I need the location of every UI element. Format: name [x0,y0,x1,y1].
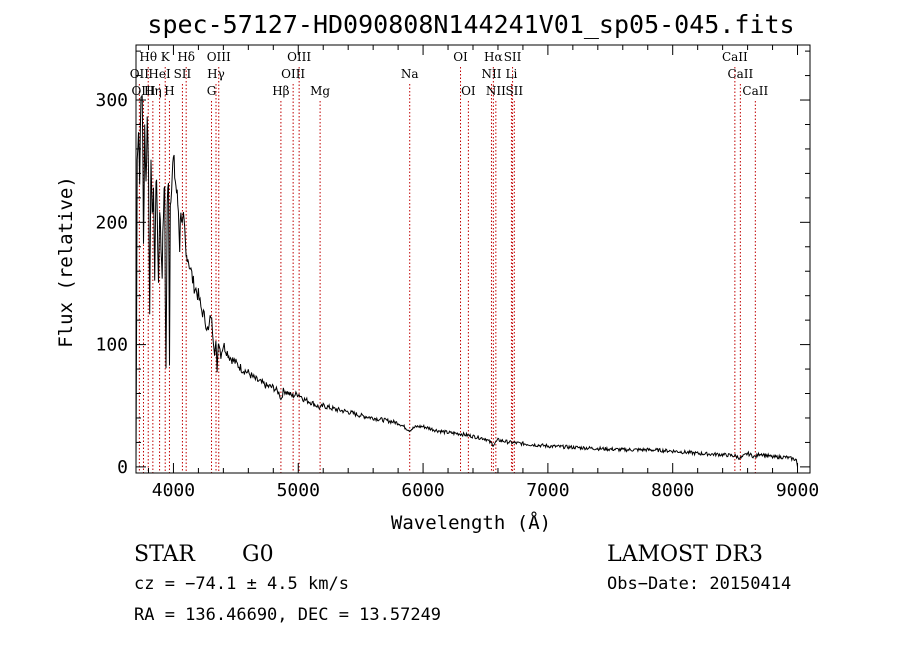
line-marker-label: Mg [310,84,330,98]
line-marker-label: H [164,84,174,98]
line-marker-label: SII [504,50,522,64]
line-marker-label: OIII [207,50,231,64]
plot-frame [135,44,811,474]
line-marker-label: OI [453,50,468,64]
line-marker-label: OIII [287,50,311,64]
line-marker-label: NII [481,67,501,81]
coordinates: RA = 136.46690, DEC = 13.57249 [134,605,441,625]
line-marker-label: OII [130,67,150,81]
x-tick-label: 9000 [776,480,819,501]
object-class: STAR [134,542,196,567]
object-subclass: G0 [242,542,274,567]
x-tick-label: 4000 [152,480,195,501]
redshift-cz: cz = −74.1 ± 4.5 km/s [134,574,349,594]
line-marker-label: CaII [727,67,753,81]
line-marker-label: OIII [131,84,155,98]
flux-line [135,95,798,467]
x-tick-label: 8000 [651,480,694,501]
line-marker-label: Hα [484,50,503,64]
line-marker-label: NII [486,84,506,98]
line-marker-label: Hγ [207,67,225,81]
x-tick-label: 7000 [526,480,569,501]
line-marker-label: Hθ [139,50,157,64]
line-marker-label: K [161,50,171,64]
line-marker-label: Hδ [177,50,195,64]
line-marker-label: CaII [742,84,768,98]
line-marker-label: Li [506,67,518,81]
y-tick-label: 0 [117,457,128,478]
y-tick-label: 100 [95,335,128,356]
line-marker-label: G [207,84,217,98]
line-marker-label: Hβ [272,84,289,98]
x-tick-label: 6000 [401,480,444,501]
axes: 4000 5000 6000 7000 8000 9000 0 100 200 300 [95,44,819,501]
line-marker-label: OI [461,84,476,98]
line-marker-label: SII [505,84,523,98]
flux-series [135,95,798,467]
x-axis-label: Wavelength (Å) [391,511,551,534]
y-axis-label: Flux (relative) [55,176,77,348]
line-marker-label: HeI [148,67,171,81]
line-marker-label: Na [401,67,419,81]
line-marker-label: CaII [722,50,748,64]
y-tick-label: 300 [95,90,128,111]
line-marker-label: SII [174,67,192,81]
y-tick-label: 200 [95,212,128,233]
survey-name: LAMOST DR3 [607,542,763,567]
x-tick-label: 5000 [277,480,320,501]
line-marker-label: OIII [281,67,305,81]
line-marker-label: Hη [144,84,162,98]
observation-date: Obs−Date: 20150414 [607,574,791,594]
chart-title: spec-57127-HD090808N144241V01_sp05-045.f… [147,10,794,39]
